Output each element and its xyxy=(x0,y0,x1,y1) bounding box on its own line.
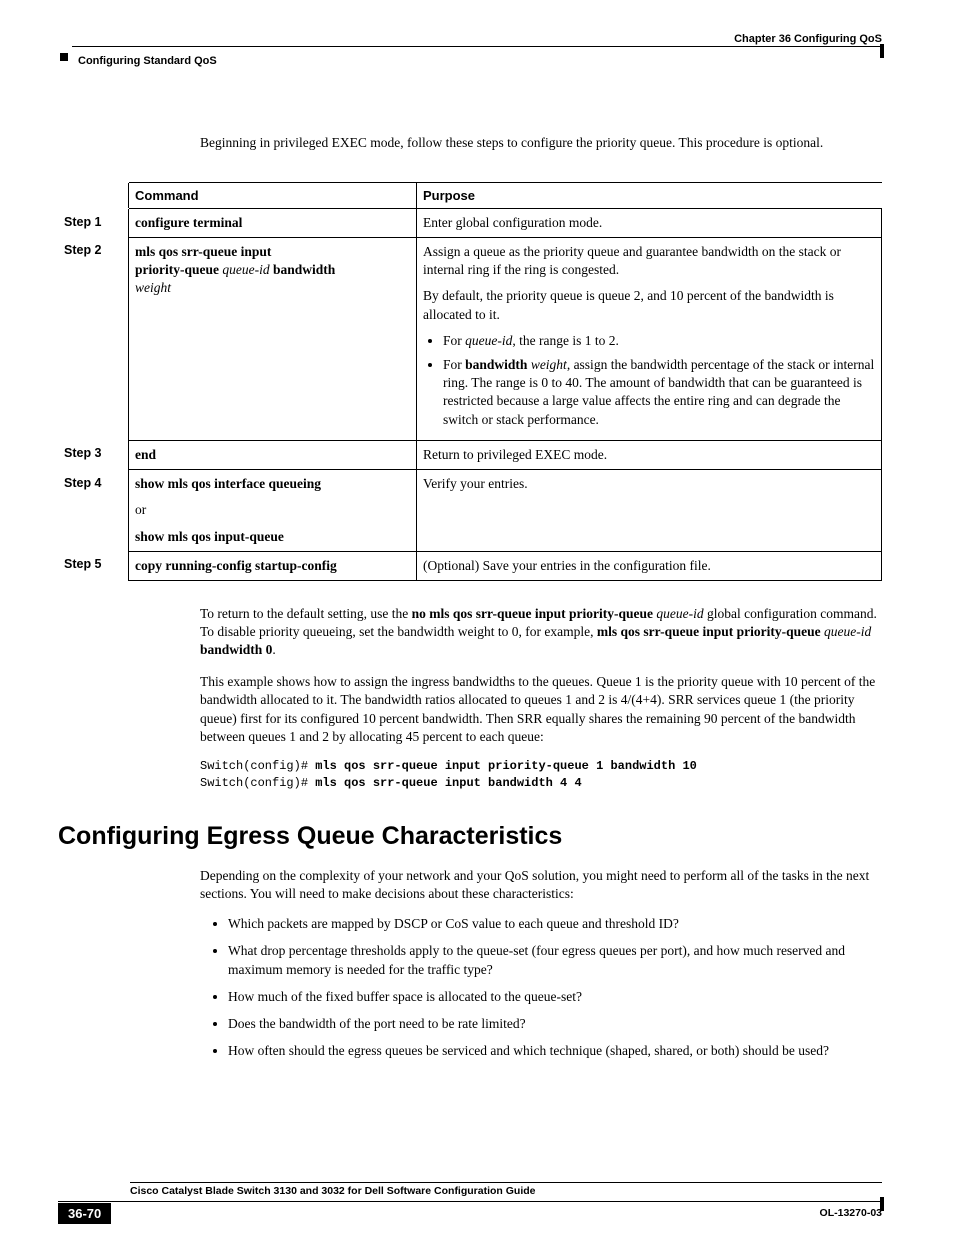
cmd: bandwidth 0 xyxy=(200,642,272,657)
arg: weight xyxy=(531,357,567,372)
section-heading: Configuring Egress Queue Characteristics xyxy=(58,822,882,851)
cmd-text: show mls qos input-queue xyxy=(135,528,410,546)
arg: queue-id xyxy=(824,624,871,639)
cmd-text: mls qos srr-queue input xyxy=(135,244,271,259)
arg: queue-id xyxy=(465,333,512,348)
step-label: Step 5 xyxy=(58,551,129,580)
list-item: Does the bandwidth of the port need to b… xyxy=(228,1015,882,1033)
purpose-header: Purpose xyxy=(417,182,882,208)
text: For xyxy=(443,357,465,372)
text: , the range is 1 to 2. xyxy=(512,333,618,348)
purpose-list: For queue-id, the range is 1 to 2. For b… xyxy=(423,332,875,429)
cmd-text: bandwidth xyxy=(273,262,335,277)
command-header: Command xyxy=(129,182,417,208)
header-bar xyxy=(880,44,884,58)
purpose-cell: Return to privileged EXEC mode. xyxy=(417,440,882,469)
purpose-cell: Assign a queue as the priority queue and… xyxy=(417,237,882,440)
purpose-cell: Verify your entries. xyxy=(417,470,882,552)
prompt: Switch(config)# xyxy=(200,776,315,790)
step-label: Step 3 xyxy=(58,440,129,469)
page-number: 36-70 xyxy=(58,1203,111,1224)
steps-table: Command Purpose Step 1 configure termina… xyxy=(58,182,882,581)
chapter-label: Chapter 36 Configuring QoS xyxy=(734,33,882,45)
purpose-cell: (Optional) Save your entries in the conf… xyxy=(417,551,882,580)
footer-guide-title: Cisco Catalyst Blade Switch 3130 and 303… xyxy=(130,1185,536,1197)
purpose-text: Assign a queue as the priority queue and… xyxy=(423,243,875,279)
cmd: no mls qos srr-queue input priority-queu… xyxy=(412,606,657,621)
intro-paragraph: Beginning in privileged EXEC mode, follo… xyxy=(200,134,882,152)
purpose-text: By default, the priority queue is queue … xyxy=(423,287,875,323)
command-cell: copy running-config startup-config xyxy=(129,551,417,580)
step-label: Step 2 xyxy=(58,237,129,440)
doc-number: OL-13270-03 xyxy=(820,1207,882,1219)
cmd-or: or xyxy=(135,501,410,519)
table-row: Step 5 copy running-config startup-confi… xyxy=(58,551,882,580)
list-item: How much of the fixed buffer space is al… xyxy=(228,988,882,1006)
table-row: Step 1 configure terminal Enter global c… xyxy=(58,208,882,237)
command-cell: configure terminal xyxy=(129,208,417,237)
text: For xyxy=(443,333,465,348)
cmd-text: show mls qos interface queueing xyxy=(135,475,410,493)
body-paragraph: Depending on the complexity of your netw… xyxy=(200,867,882,903)
kw: bandwidth xyxy=(465,357,531,372)
section-label: Configuring Standard QoS xyxy=(78,55,217,67)
body-list: Which packets are mapped by DSCP or CoS … xyxy=(200,915,882,1060)
arg: queue-id xyxy=(656,606,707,621)
cmd-arg: weight xyxy=(135,280,171,295)
command-cell: show mls qos interface queueing or show … xyxy=(129,470,417,552)
purpose-cell: Enter global configuration mode. xyxy=(417,208,882,237)
cmd: mls qos srr-queue input priority-queue xyxy=(597,624,824,639)
cmd: mls qos srr-queue input priority-queue 1… xyxy=(315,759,697,773)
list-item: For bandwidth weight, assign the bandwid… xyxy=(443,356,875,429)
body-paragraph: To return to the default setting, use th… xyxy=(200,605,882,660)
cmd: mls qos srr-queue input bandwidth 4 4 xyxy=(315,776,581,790)
cmd-arg: queue-id xyxy=(222,262,273,277)
command-cell: mls qos srr-queue input priority-queue q… xyxy=(129,237,417,440)
code-block: Switch(config)# mls qos srr-queue input … xyxy=(200,758,882,792)
text: . xyxy=(272,642,275,657)
cmd-text: priority-queue xyxy=(135,262,222,277)
list-item: For queue-id, the range is 1 to 2. xyxy=(443,332,875,350)
command-cell: end xyxy=(129,440,417,469)
list-item: How often should the egress queues be se… xyxy=(228,1042,882,1060)
step-label: Step 1 xyxy=(58,208,129,237)
section-marker-icon xyxy=(60,53,68,61)
step-label: Step 4 xyxy=(58,470,129,552)
prompt: Switch(config)# xyxy=(200,759,315,773)
header-rule xyxy=(72,46,882,47)
page-content: Beginning in privileged EXEC mode, follo… xyxy=(58,120,882,1069)
footer-rule-lower xyxy=(58,1201,882,1202)
body-paragraph: This example shows how to assign the ing… xyxy=(200,673,882,746)
step-header-blank xyxy=(58,182,129,208)
list-item: What drop percentage thresholds apply to… xyxy=(228,942,882,978)
table-row: Step 4 show mls qos interface queueing o… xyxy=(58,470,882,552)
table-row: Step 2 mls qos srr-queue input priority-… xyxy=(58,237,882,440)
list-item: Which packets are mapped by DSCP or CoS … xyxy=(228,915,882,933)
footer-rule-upper xyxy=(130,1182,882,1183)
table-row: Step 3 end Return to privileged EXEC mod… xyxy=(58,440,882,469)
text: To return to the default setting, use th… xyxy=(200,606,412,621)
